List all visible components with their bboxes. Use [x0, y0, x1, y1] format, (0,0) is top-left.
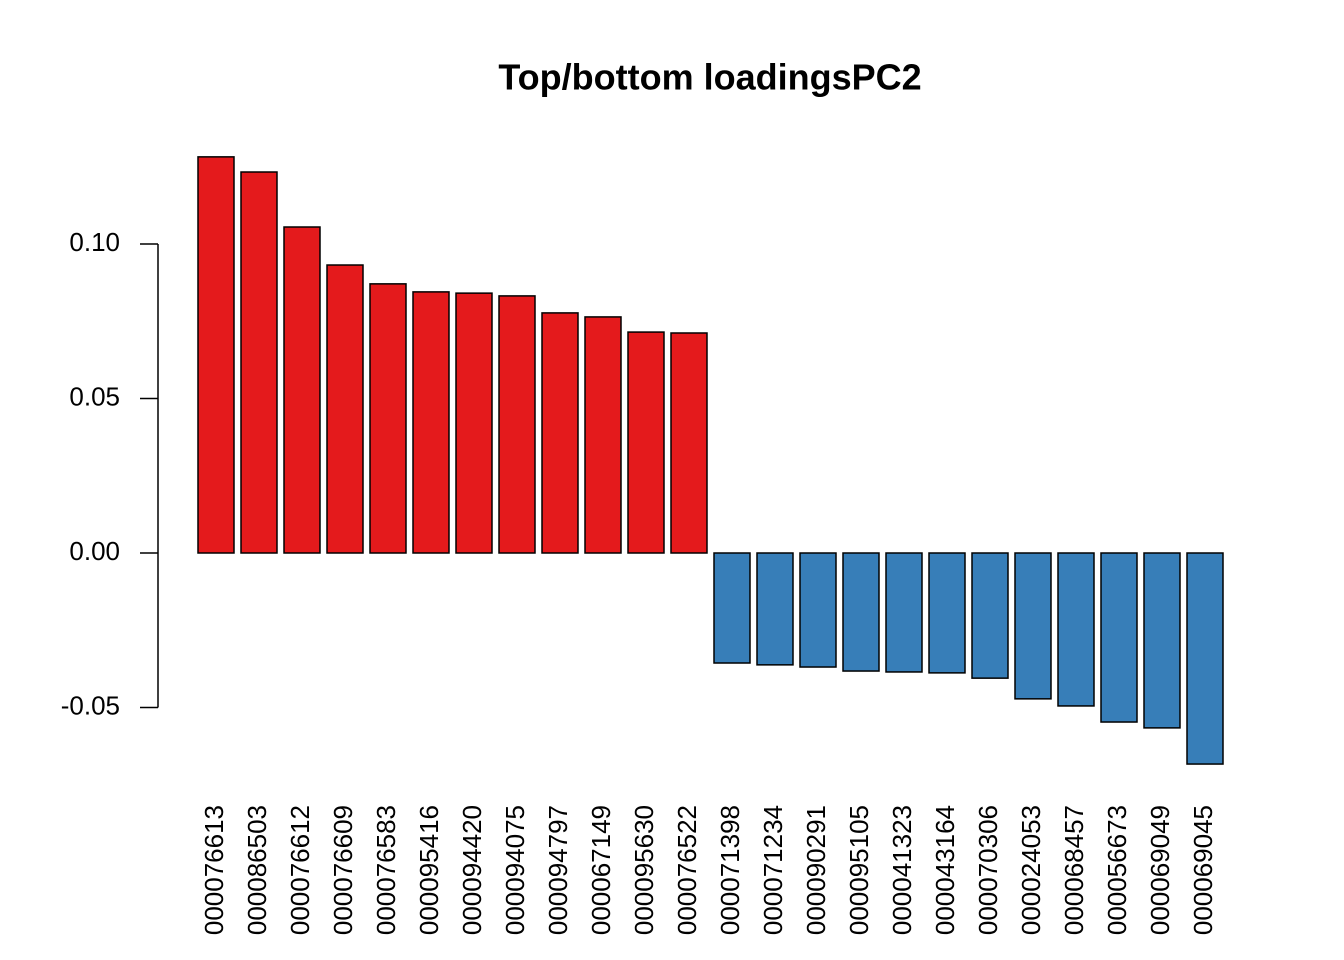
bar	[1057, 552, 1095, 707]
x-tick-label: 000076522	[672, 805, 702, 935]
bar	[369, 283, 407, 554]
x-tick-label: 000043164	[930, 805, 960, 935]
bar	[971, 552, 1009, 679]
x-tick-label: 000076613	[199, 805, 229, 935]
chart-title: Top/bottom loadingsPC2	[498, 57, 921, 98]
x-tick-label: 000069049	[1145, 805, 1175, 935]
bar	[670, 332, 708, 554]
x-tick-label: 000067149	[586, 805, 616, 935]
x-tick-label: 000076609	[328, 805, 358, 935]
y-tick-label: 0.10	[69, 227, 120, 257]
bar	[584, 316, 622, 554]
bar	[627, 331, 665, 554]
x-tick-label: 000041323	[887, 805, 917, 935]
x-tick-label: 000070306	[973, 805, 1003, 935]
bar	[928, 552, 966, 674]
y-tick-label: 0.00	[69, 536, 120, 566]
x-tick-label: 000071234	[758, 805, 788, 935]
x-tick-label: 000076612	[285, 805, 315, 935]
x-tick-label: 000024053	[1016, 805, 1046, 935]
bar	[842, 552, 880, 672]
bar	[1014, 552, 1052, 700]
y-tick-label: -0.05	[61, 690, 120, 720]
bar	[283, 226, 321, 554]
x-tick-label: 000095105	[844, 805, 874, 935]
x-tick-label: 000069045	[1188, 805, 1218, 935]
x-tick-label: 000086503	[242, 805, 272, 935]
x-tick-label: 000071398	[715, 805, 745, 935]
bar	[1186, 552, 1224, 765]
bar	[240, 171, 278, 554]
x-tick-label: 000090291	[801, 805, 831, 935]
x-tick-label: 000094420	[457, 805, 487, 935]
x-tick-label: 000095630	[629, 805, 659, 935]
x-tick-label: 000056673	[1102, 805, 1132, 935]
bar	[885, 552, 923, 673]
bar	[412, 291, 450, 554]
bar	[756, 552, 794, 666]
bar	[541, 312, 579, 554]
bar	[1100, 552, 1138, 723]
x-tick-label: 000068457	[1059, 805, 1089, 935]
bar	[713, 552, 751, 664]
x-tick-label: 000094797	[543, 805, 573, 935]
bar	[197, 156, 235, 554]
bar	[455, 292, 493, 554]
bar	[799, 552, 837, 668]
bar	[326, 264, 364, 554]
x-tick-label: 000094075	[500, 805, 530, 935]
x-tick-label: 000076583	[371, 805, 401, 935]
bar	[1143, 552, 1181, 729]
bar	[498, 295, 536, 554]
y-tick-label: 0.05	[69, 381, 120, 411]
x-tick-label: 000095416	[414, 805, 444, 935]
